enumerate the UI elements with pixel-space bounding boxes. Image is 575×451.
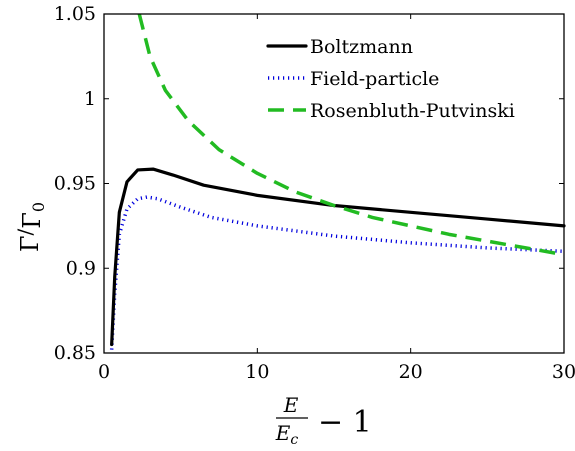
y-label-slash: / (13, 228, 37, 235)
y-tick-label: 0.85 (54, 342, 96, 364)
x-tick-label: 10 (245, 361, 269, 383)
x-tick-label: 30 (552, 361, 575, 383)
y-tick-label: 0.95 (54, 173, 96, 195)
legend-label: Rosenbluth-Putvinski (310, 100, 515, 122)
x-tick-label: 20 (399, 361, 423, 383)
y-tick-label: 0.9 (66, 257, 96, 279)
y-label-den: Γ (18, 212, 46, 229)
x-label-numerator: E (283, 393, 299, 417)
x-tick-label: 0 (98, 361, 110, 383)
legend-label: Field-particle (310, 68, 439, 90)
y-axis-label: Γ/Γ0 (13, 202, 48, 252)
x-label-den-sub: c (290, 432, 298, 448)
series-line-boltzmann (110, 167, 566, 347)
y-tick-label: 1 (84, 88, 96, 110)
tick-layer: 0 10 20 30 0.85 0.9 0.95 1 1.05 (54, 3, 575, 383)
legend-label: Boltzmann (310, 36, 413, 58)
series-line-rosenbluth-putvinski (137, 13, 565, 257)
plot-frame (103, 13, 565, 354)
x-label-denominator: Ec (275, 421, 299, 448)
series-layer (109, 13, 566, 350)
x-label-suffix: − 1 (318, 405, 372, 440)
x-label-den-main: E (275, 421, 291, 445)
x-axis-label: E Ec − 1 (275, 393, 372, 448)
legend: Boltzmann Field-particle Rosenbluth-Putvin… (266, 36, 515, 122)
y-label-main: Γ (16, 235, 44, 252)
y-tick-label: 1.05 (54, 3, 96, 25)
y-label-den-sub: 0 (29, 202, 48, 212)
